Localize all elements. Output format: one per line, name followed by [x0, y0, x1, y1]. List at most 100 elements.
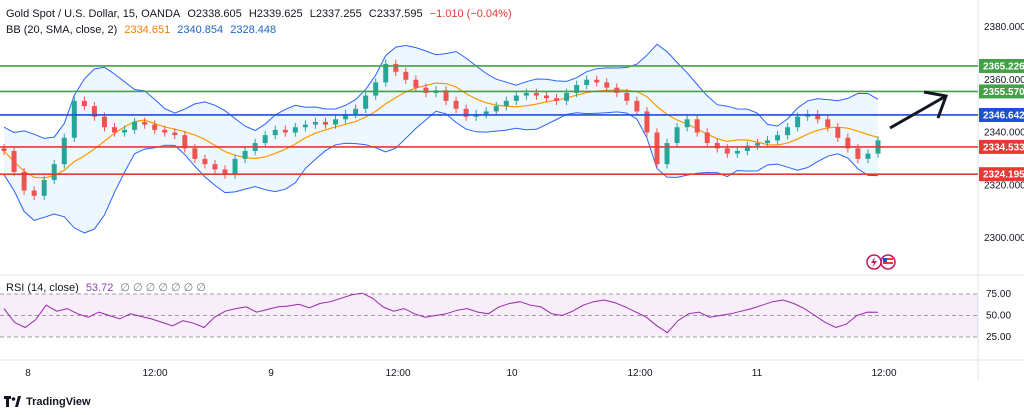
candle	[644, 107, 650, 137]
support-resistance-levels: 2365.226 2355.570 2346.642 2334.533 2324.195	[0, 58, 1024, 182]
candlesticks	[1, 59, 881, 201]
candle	[162, 125, 168, 137]
candle	[61, 133, 67, 169]
candle	[403, 67, 409, 84]
level-tag-label: 2355.570	[983, 87, 1024, 98]
bb-fill	[4, 44, 878, 233]
candle	[51, 159, 57, 185]
time-tick-label: 8	[25, 368, 31, 379]
candle	[453, 96, 459, 113]
time-tick-label: 12:00	[142, 368, 167, 379]
economic-event-icons[interactable]	[866, 254, 896, 270]
brand-name: TradingView	[26, 396, 91, 408]
candle	[182, 130, 188, 153]
candle	[764, 136, 770, 148]
candle	[684, 115, 690, 132]
trend-arrow-annotation	[889, 90, 949, 130]
candle	[122, 125, 128, 137]
candle	[292, 123, 298, 137]
price-tick-label: 2300.000	[984, 233, 1024, 244]
level-tag-label: 2346.642	[983, 110, 1024, 121]
candle	[423, 83, 429, 98]
level-tag	[979, 139, 1024, 154]
candle	[333, 115, 339, 129]
candle	[222, 165, 228, 179]
candle	[463, 104, 469, 121]
candle	[594, 75, 600, 87]
rsi-tick-label: 75.00	[986, 289, 1011, 300]
candle	[383, 59, 389, 87]
time-tick-label: 12:00	[627, 368, 652, 379]
candle	[584, 75, 590, 90]
time-tick-label: 11	[752, 368, 763, 379]
candle	[543, 91, 549, 103]
candle	[262, 130, 268, 148]
level-tag	[979, 84, 1024, 99]
candle	[785, 123, 791, 140]
candle	[443, 86, 449, 106]
level-tag	[979, 107, 1024, 122]
candle	[282, 125, 288, 137]
ohlc-close: C2337.595	[368, 8, 423, 20]
rsi-label[interactable]: RSI (14, close)	[6, 282, 79, 294]
candle	[503, 96, 509, 111]
bb-lower-value: 2328.448	[230, 24, 277, 36]
candle	[31, 186, 37, 201]
candle	[744, 141, 750, 156]
candle	[513, 91, 519, 106]
candle	[754, 138, 760, 150]
time-tick-label: 10	[506, 368, 518, 379]
candle	[1, 144, 7, 156]
level-tag-label: 2365.226	[983, 61, 1024, 72]
candle	[664, 138, 670, 169]
candle	[865, 149, 871, 164]
price-tick-label: 2380.000	[984, 22, 1024, 33]
rsi-tick-label: 25.00	[986, 332, 1011, 343]
level-tag-label: 2334.533	[983, 142, 1024, 153]
ohlc-high: H2339.625	[248, 8, 303, 20]
candle	[654, 128, 660, 169]
rsi-header: RSI (14, close) 53.72 ∅ ∅ ∅ ∅ ∅ ∅ ∅	[6, 281, 210, 294]
candle	[112, 123, 118, 137]
candle	[322, 117, 328, 129]
rsi-placeholders: ∅ ∅ ∅ ∅ ∅ ∅ ∅	[120, 282, 206, 294]
price-tick-label: 2360.000	[984, 75, 1024, 86]
candle	[21, 167, 27, 195]
candle	[152, 120, 158, 135]
candle	[835, 123, 841, 142]
candle	[634, 96, 640, 116]
candle	[91, 101, 97, 121]
chart-header-row2: BB (20, SMA, close, 2) 2334.651 2340.854…	[6, 24, 280, 36]
candle	[373, 78, 379, 100]
candle	[604, 78, 610, 92]
candle	[815, 109, 821, 124]
price-tick-label: 2320.000	[984, 180, 1024, 191]
candle	[614, 83, 620, 98]
level-tag	[979, 58, 1024, 73]
bollinger-bands	[3, 43, 879, 234]
candle	[81, 96, 87, 111]
candle	[302, 120, 308, 132]
candle	[533, 88, 539, 100]
candle	[363, 91, 369, 113]
candle	[242, 146, 248, 164]
candle	[132, 117, 138, 135]
candle	[704, 128, 710, 148]
ohlc-low: L2337.255	[309, 8, 362, 20]
tradingview-logo[interactable]: TradingView	[4, 396, 91, 408]
chart-header-row1: Gold Spot / U.S. Dollar, 15, OANDA O2338…	[6, 8, 516, 20]
time-tick-label: 9	[268, 368, 274, 379]
level-tag-label: 2324.195	[983, 170, 1024, 181]
bb-upper-line	[3, 43, 879, 139]
candle	[142, 117, 148, 129]
bb-basis-line	[3, 82, 879, 179]
candle	[413, 75, 419, 92]
bb-indicator-label[interactable]: BB (20, SMA, close, 2)	[6, 24, 118, 36]
tradingview-icon	[4, 396, 21, 407]
symbol-title[interactable]: Gold Spot / U.S. Dollar, 15, OANDA	[6, 8, 181, 20]
candle	[353, 104, 359, 119]
rsi-tick-label: 50.00	[986, 311, 1011, 322]
candle	[674, 123, 680, 148]
candle	[523, 88, 529, 100]
